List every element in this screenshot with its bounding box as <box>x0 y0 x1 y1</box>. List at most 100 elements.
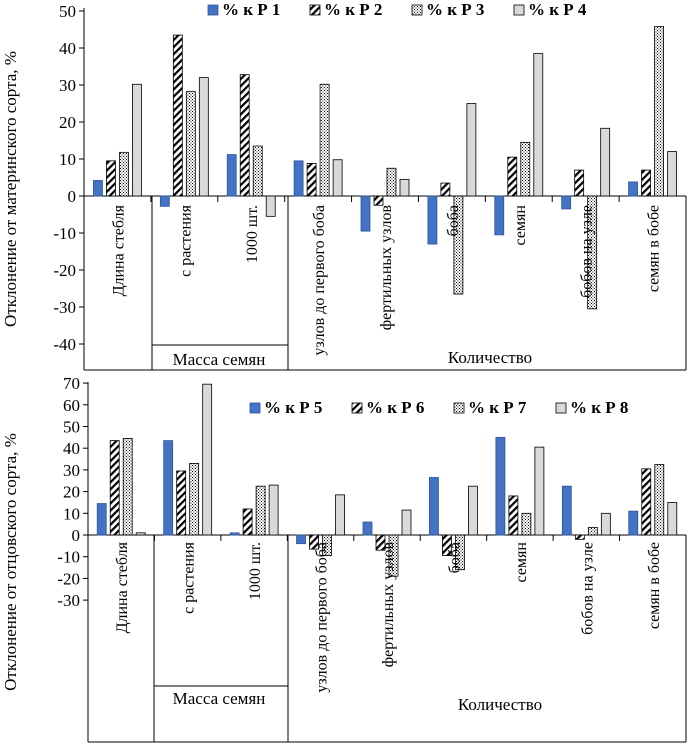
y-axis-label: Отклонение от материнского сорта, % <box>1 51 20 327</box>
bar-1-s1-c3 <box>226 154 237 197</box>
bar-1-s2-c1 <box>106 160 116 197</box>
category-label: фертильных узлов <box>380 542 397 668</box>
bar-1-s4-c1 <box>132 83 142 197</box>
bar-2-s1-c9 <box>628 510 639 536</box>
y-tick-label: -20 <box>53 261 76 280</box>
y-tick-label: 70 <box>63 374 80 393</box>
bar-2-s3-c5 <box>388 534 399 577</box>
category-label: 1000 шт. <box>247 542 264 600</box>
y-tick-label: 40 <box>59 39 76 58</box>
y-tick-label: -40 <box>53 335 76 354</box>
bar-2-s2-c3 <box>242 508 253 536</box>
legend-label: % к Р 6 <box>366 398 424 417</box>
bar-1-s4-c5 <box>399 178 410 197</box>
bar-1-s1-c5 <box>360 195 371 232</box>
category-label: семян <box>512 205 529 246</box>
bar-1-s4-c2 <box>198 77 209 197</box>
legend-swatch <box>555 402 567 414</box>
group-label: Масса семян <box>173 350 266 369</box>
y-tick-label: 0 <box>72 526 81 545</box>
legend-label: % к Р 3 <box>426 0 484 19</box>
legend-label: % к Р 8 <box>570 398 628 417</box>
bar-2-s3-c4 <box>322 534 332 557</box>
y-tick-label: -20 <box>57 569 80 588</box>
category-label: фертильных узлов <box>378 205 395 331</box>
category-label: 1000 шт. <box>244 205 261 263</box>
bar-2-s4-c7 <box>534 446 545 536</box>
y-tick-label: -30 <box>57 591 80 610</box>
bar-2-s2-c4 <box>309 534 319 550</box>
bar-2-s1-c2 <box>163 440 174 536</box>
bar-1-s1-c7 <box>494 195 505 236</box>
bar-2-s3-c7 <box>521 512 532 536</box>
y-tick-label: -10 <box>57 548 80 567</box>
bar-1-s4-c6 <box>466 103 477 197</box>
bar-2-s1-c3 <box>229 532 240 536</box>
category-label: бобов на узле <box>579 205 596 298</box>
legend-label: % к Р 4 <box>528 0 587 19</box>
category-label: узлов до первого боба <box>314 542 331 693</box>
bar-2-s4-c3 <box>268 484 279 536</box>
bar-2-s3-c6 <box>455 534 465 571</box>
bar-1-s1-c4 <box>293 160 304 197</box>
bar-1-s3-c4 <box>319 83 330 197</box>
category-label: с растения <box>181 541 198 614</box>
y-tick-label: 10 <box>59 150 76 169</box>
bar-2-s3-c3 <box>255 485 266 536</box>
bar-1-s2-c2 <box>172 34 183 197</box>
bar-1-s3-c9 <box>654 26 664 197</box>
bar-1-s3-c1 <box>119 151 129 197</box>
bar-2-s2-c1 <box>109 440 120 536</box>
y-tick-label: -10 <box>53 224 76 243</box>
bar-2-s4-c1 <box>135 532 146 536</box>
y-tick-label: 30 <box>59 76 76 95</box>
bar-1-s4-c4 <box>332 159 343 197</box>
y-tick-label: 50 <box>63 418 80 437</box>
bar-1-s2-c7 <box>507 156 518 197</box>
bar-2-s4-c4 <box>335 494 345 536</box>
bar-1-s1-c6 <box>427 195 438 245</box>
bar-1-s3-c2 <box>185 91 196 197</box>
bar-2-s1-c7 <box>495 436 506 536</box>
category-label: семян в бобе <box>646 205 663 292</box>
bar-1-s1-c1 <box>93 180 103 197</box>
y-tick-label: 50 <box>59 2 76 21</box>
bar-1-s1-c2 <box>159 195 170 207</box>
category-label: семян в бобе <box>646 542 663 629</box>
bar-2-s2-c9 <box>641 468 652 536</box>
group-label: Количество <box>458 695 542 714</box>
bar-1-s2-c4 <box>306 163 317 197</box>
category-label: семян <box>513 542 530 583</box>
y-tick-label: 30 <box>63 461 80 480</box>
bar-2-s2-c7 <box>508 495 519 536</box>
category-label: с растения <box>177 204 194 277</box>
category-label: Длина стебля <box>114 541 131 633</box>
bar-2-s4-c2 <box>202 383 213 536</box>
legend-swatch <box>309 4 321 16</box>
bar-2-s4-c9 <box>667 502 678 536</box>
bar-2-s4-c5 <box>401 509 412 536</box>
bar-2-s2-c6 <box>442 534 452 557</box>
bar-2-s1-c5 <box>362 521 373 536</box>
bar-1-s2-c6 <box>440 182 451 197</box>
bar-2-s1-c1 <box>96 503 107 536</box>
bar-1-s4-c7 <box>533 53 544 197</box>
y-axis-label: Отклонение от отцовского сорта, % <box>1 433 20 691</box>
y-tick-label: -30 <box>53 298 76 317</box>
legend-label: % к Р 7 <box>468 398 527 417</box>
bar-1-s1-c8 <box>561 195 572 210</box>
legend-swatch <box>249 402 261 414</box>
bar-2-s2-c2 <box>176 470 187 536</box>
legend-label: % к Р 1 <box>222 0 280 19</box>
bar-1-s3-c5 <box>386 167 397 197</box>
bar-1-s4-c8 <box>600 127 611 197</box>
bar-2-s4-c8 <box>600 512 611 536</box>
y-tick-label: 0 <box>68 187 77 206</box>
bar-2-s1-c4 <box>296 534 306 545</box>
bar-2-s3-c8 <box>587 527 598 536</box>
bar-1-s2-c8 <box>574 169 585 197</box>
bar-2-s2-c8 <box>574 534 585 540</box>
bar-1-s2-c5 <box>373 195 384 206</box>
bar-2-s4-c6 <box>468 485 478 536</box>
